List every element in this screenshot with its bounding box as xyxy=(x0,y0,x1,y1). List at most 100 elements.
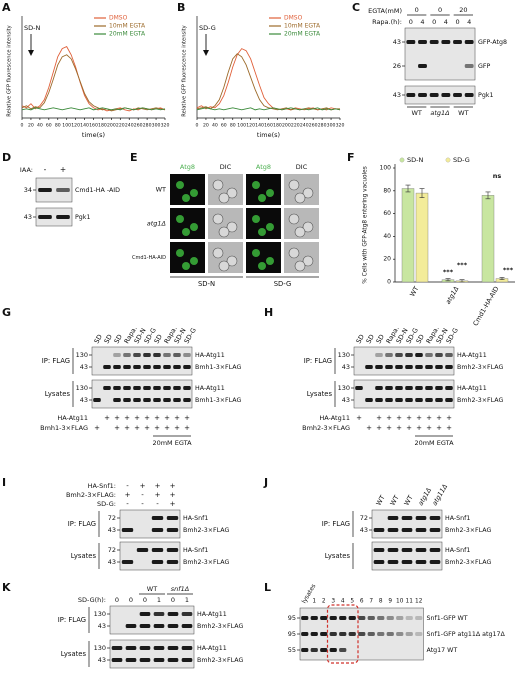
band xyxy=(166,560,179,564)
gel xyxy=(404,85,476,105)
section-label: IP: FLAG xyxy=(58,616,86,624)
x-tick-label: 20 xyxy=(28,123,34,129)
section-label: IP: FLAG xyxy=(68,520,96,528)
data-line xyxy=(21,54,166,112)
band xyxy=(123,386,131,390)
band xyxy=(181,658,193,662)
band xyxy=(441,93,451,97)
band xyxy=(453,40,462,44)
cell-outline xyxy=(302,221,314,233)
significance-label: *** xyxy=(503,266,514,274)
cell-outline xyxy=(218,260,230,272)
gfp-signal xyxy=(182,262,190,270)
x-tick-label: atg1Δ xyxy=(444,285,461,306)
x-tick-label: 220 xyxy=(116,123,125,129)
band xyxy=(385,353,393,357)
band xyxy=(415,528,427,532)
data-line xyxy=(196,107,341,111)
band xyxy=(123,353,131,357)
condition-mark: + xyxy=(140,482,146,490)
band xyxy=(401,560,413,564)
bar xyxy=(481,195,495,283)
condition-mark: + xyxy=(144,414,150,422)
band xyxy=(395,365,403,369)
protein-label: HA-Atg11 xyxy=(457,385,487,392)
condition-mark: + xyxy=(164,424,170,432)
header-label: IAA: xyxy=(20,166,33,174)
lane-label: SD xyxy=(153,333,164,345)
condition-mark: + xyxy=(164,414,170,422)
gel xyxy=(91,346,193,376)
band xyxy=(441,40,451,44)
panel-letter: L xyxy=(264,581,271,594)
header-value: 0 xyxy=(143,596,147,604)
x-tick-label: 200 xyxy=(282,123,291,129)
condition-mark: + xyxy=(104,414,110,422)
band xyxy=(339,616,347,620)
band xyxy=(123,398,131,402)
band xyxy=(415,516,427,520)
treatment-label: 20mM EGTA xyxy=(152,439,192,447)
band xyxy=(415,398,423,402)
band xyxy=(139,646,151,650)
legend-swatch xyxy=(399,157,405,163)
band xyxy=(139,624,151,628)
lane-label: 2 xyxy=(322,599,326,605)
condition-mark: + xyxy=(446,424,452,432)
band xyxy=(464,93,474,97)
y-tick-label: 80 xyxy=(383,187,391,194)
panel-letter: D xyxy=(2,151,11,164)
condition-mark: + xyxy=(144,424,150,432)
cell-outline xyxy=(212,247,224,259)
band xyxy=(320,616,328,620)
condition-mark: + xyxy=(125,491,131,499)
band xyxy=(153,398,161,402)
mw-label: 43 xyxy=(393,91,401,99)
lane-label: 9 xyxy=(388,599,392,605)
bar xyxy=(415,192,429,283)
protein-label: Pgk1 xyxy=(75,214,90,221)
protein-label: Cmd1-HA -AID xyxy=(75,187,120,194)
band xyxy=(153,624,165,628)
band xyxy=(151,548,164,552)
band xyxy=(365,398,373,402)
lane-label: 3 xyxy=(331,599,335,605)
legend-label: 10mM EGTA xyxy=(109,23,146,30)
band xyxy=(377,632,385,636)
band xyxy=(310,648,318,652)
gfp-signal xyxy=(266,257,274,265)
band xyxy=(435,353,443,357)
condition-mark: + xyxy=(416,414,422,422)
mw-label: 43 xyxy=(24,213,32,221)
band xyxy=(358,632,366,636)
condition-mark: + xyxy=(124,414,130,422)
annotation: SD-N xyxy=(24,24,40,32)
column-label: DIC xyxy=(220,163,232,171)
band xyxy=(153,365,161,369)
band xyxy=(405,632,413,636)
protein-label: Snf1-GFP atg11Δ atg17Δ xyxy=(427,631,506,638)
condition-label: HA-Atg11 xyxy=(57,414,88,422)
protein-label: GFP xyxy=(478,63,491,70)
x-tick-label: 0 xyxy=(21,123,24,129)
condition-mark: + xyxy=(376,414,382,422)
mw-label: 34 xyxy=(24,186,32,194)
band xyxy=(348,616,356,620)
band xyxy=(166,516,179,520)
section-label: IP: FLAG xyxy=(322,520,350,528)
lane-label: WT xyxy=(403,494,415,507)
header-value: 0 xyxy=(455,18,459,26)
mw-label: 130 xyxy=(94,610,106,618)
protein-label: HA-Atg11 xyxy=(195,385,225,392)
data-line xyxy=(196,53,340,111)
x-tick-label: 280 xyxy=(318,123,327,129)
band xyxy=(38,215,52,219)
y-axis-label: % Cells with GFP-Atg8 entering vacuoles xyxy=(363,166,369,284)
band xyxy=(415,365,423,369)
band xyxy=(375,398,383,402)
mw-label: 72 xyxy=(108,514,116,522)
band xyxy=(425,353,433,357)
band xyxy=(183,365,191,369)
band xyxy=(415,632,423,636)
cell-outline xyxy=(294,192,306,204)
